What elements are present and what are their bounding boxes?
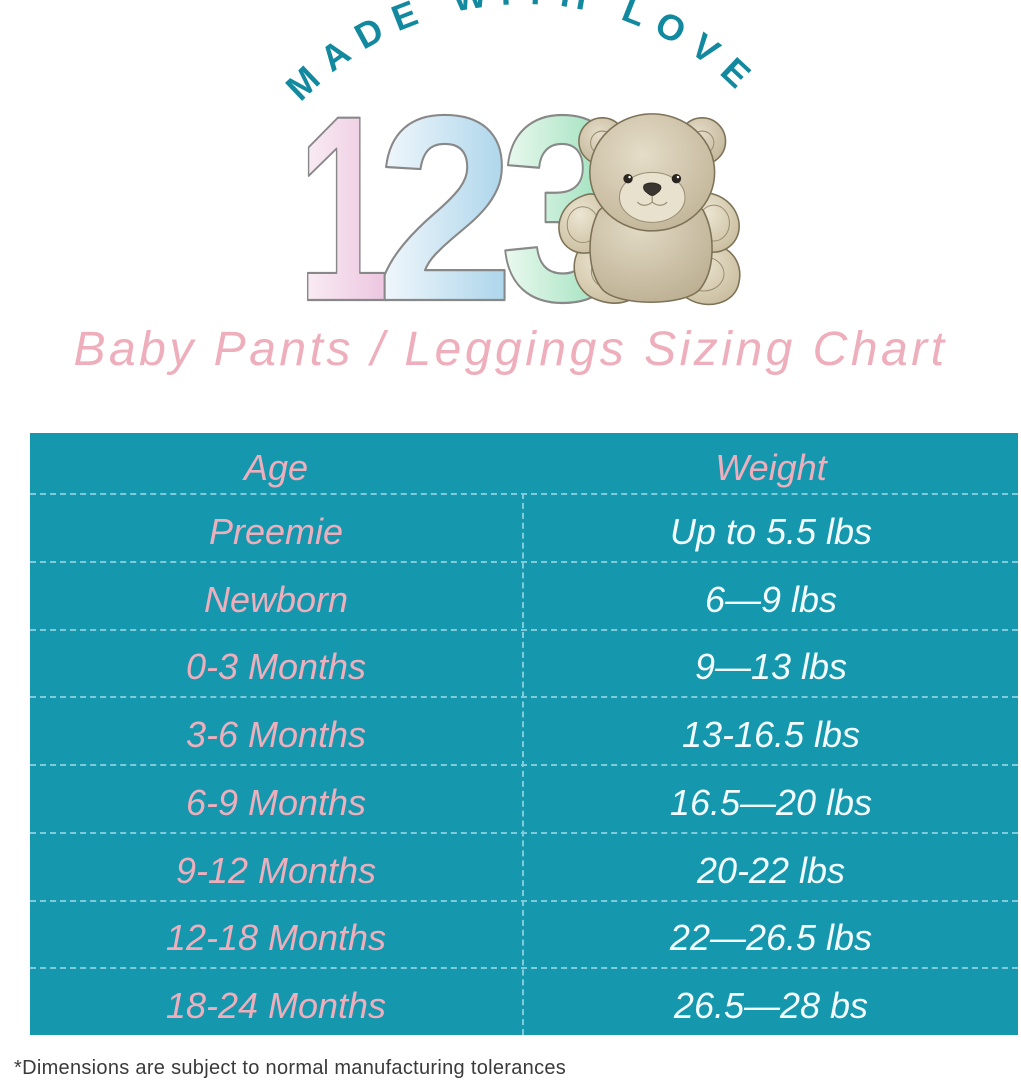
svg-text:2: 2	[376, 61, 515, 330]
